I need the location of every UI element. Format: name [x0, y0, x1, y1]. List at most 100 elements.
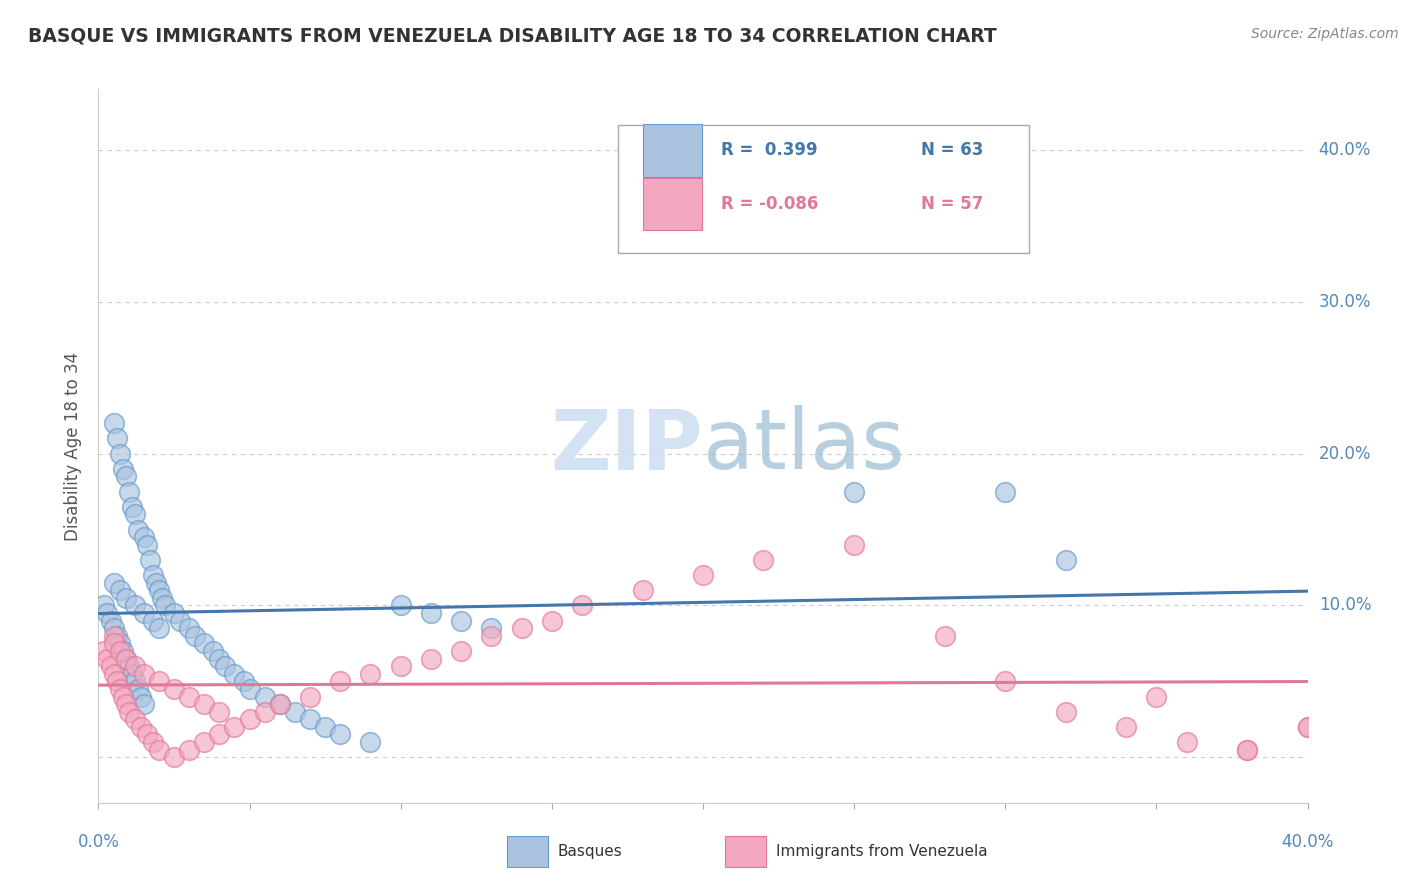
- Point: [208, 727, 231, 741]
- Point: [253, 705, 276, 719]
- Point: [481, 621, 503, 635]
- Point: [135, 538, 157, 552]
- Point: [108, 681, 131, 696]
- Point: [253, 690, 276, 704]
- Point: [114, 469, 136, 483]
- Point: [540, 614, 562, 628]
- Point: [177, 742, 201, 756]
- Point: [692, 568, 714, 582]
- Point: [844, 484, 866, 499]
- Point: [108, 644, 131, 658]
- Point: [103, 666, 125, 681]
- Point: [239, 681, 262, 696]
- Point: [224, 666, 246, 681]
- Point: [108, 583, 131, 598]
- Point: [108, 447, 131, 461]
- Point: [105, 629, 128, 643]
- Point: [129, 690, 152, 704]
- Point: [142, 568, 165, 582]
- Point: [111, 690, 134, 704]
- Point: [148, 621, 170, 635]
- Point: [232, 674, 254, 689]
- Point: [132, 666, 155, 681]
- Point: [100, 614, 122, 628]
- FancyBboxPatch shape: [643, 124, 702, 177]
- Point: [118, 705, 141, 719]
- Point: [93, 599, 115, 613]
- Point: [1236, 742, 1258, 756]
- Text: ZIP: ZIP: [551, 406, 703, 486]
- Point: [118, 659, 141, 673]
- Text: Basques: Basques: [558, 844, 623, 859]
- Point: [360, 666, 382, 681]
- Point: [202, 644, 225, 658]
- Point: [111, 462, 134, 476]
- Point: [934, 629, 956, 643]
- Y-axis label: Disability Age 18 to 34: Disability Age 18 to 34: [65, 351, 83, 541]
- FancyBboxPatch shape: [619, 125, 1029, 253]
- Point: [1296, 720, 1319, 734]
- Point: [163, 750, 186, 764]
- Point: [752, 553, 775, 567]
- Text: BASQUE VS IMMIGRANTS FROM VENEZUELA DISABILITY AGE 18 TO 34 CORRELATION CHART: BASQUE VS IMMIGRANTS FROM VENEZUELA DISA…: [28, 27, 997, 45]
- Point: [96, 651, 118, 665]
- Text: 20.0%: 20.0%: [1319, 444, 1371, 463]
- Point: [114, 651, 136, 665]
- Point: [139, 553, 162, 567]
- Point: [148, 583, 170, 598]
- Point: [419, 606, 441, 620]
- Point: [208, 651, 231, 665]
- Point: [571, 599, 593, 613]
- Point: [208, 705, 231, 719]
- Point: [214, 659, 236, 673]
- Point: [105, 431, 128, 445]
- Point: [1054, 553, 1077, 567]
- Text: R =  0.399: R = 0.399: [721, 142, 818, 160]
- Point: [114, 651, 136, 665]
- Point: [132, 697, 155, 711]
- Point: [169, 614, 191, 628]
- Point: [360, 735, 382, 749]
- Text: 0.0%: 0.0%: [77, 833, 120, 851]
- Point: [93, 644, 115, 658]
- Point: [124, 508, 146, 522]
- Point: [148, 674, 170, 689]
- Point: [1144, 690, 1167, 704]
- Text: R = -0.086: R = -0.086: [721, 195, 818, 213]
- Point: [1115, 720, 1137, 734]
- Point: [450, 644, 472, 658]
- Point: [132, 606, 155, 620]
- Point: [111, 644, 134, 658]
- Point: [994, 674, 1017, 689]
- Point: [114, 697, 136, 711]
- Text: atlas: atlas: [703, 406, 904, 486]
- Point: [419, 651, 441, 665]
- Point: [129, 720, 152, 734]
- Point: [100, 659, 122, 673]
- Text: 30.0%: 30.0%: [1319, 293, 1371, 310]
- Point: [103, 629, 125, 643]
- Point: [1236, 742, 1258, 756]
- Point: [124, 674, 146, 689]
- Point: [142, 614, 165, 628]
- Point: [193, 735, 215, 749]
- Point: [177, 621, 201, 635]
- Point: [269, 697, 291, 711]
- Point: [150, 591, 173, 605]
- Text: 40.0%: 40.0%: [1319, 141, 1371, 159]
- Point: [510, 621, 533, 635]
- Point: [224, 720, 246, 734]
- Point: [994, 484, 1017, 499]
- Point: [314, 720, 336, 734]
- Point: [105, 674, 128, 689]
- Point: [239, 712, 262, 726]
- Point: [124, 659, 146, 673]
- Point: [127, 523, 149, 537]
- Point: [108, 636, 131, 650]
- Point: [127, 681, 149, 696]
- Point: [1054, 705, 1077, 719]
- FancyBboxPatch shape: [508, 836, 548, 867]
- Text: 40.0%: 40.0%: [1281, 833, 1334, 851]
- Text: N = 57: N = 57: [921, 195, 983, 213]
- Text: 10.0%: 10.0%: [1319, 597, 1371, 615]
